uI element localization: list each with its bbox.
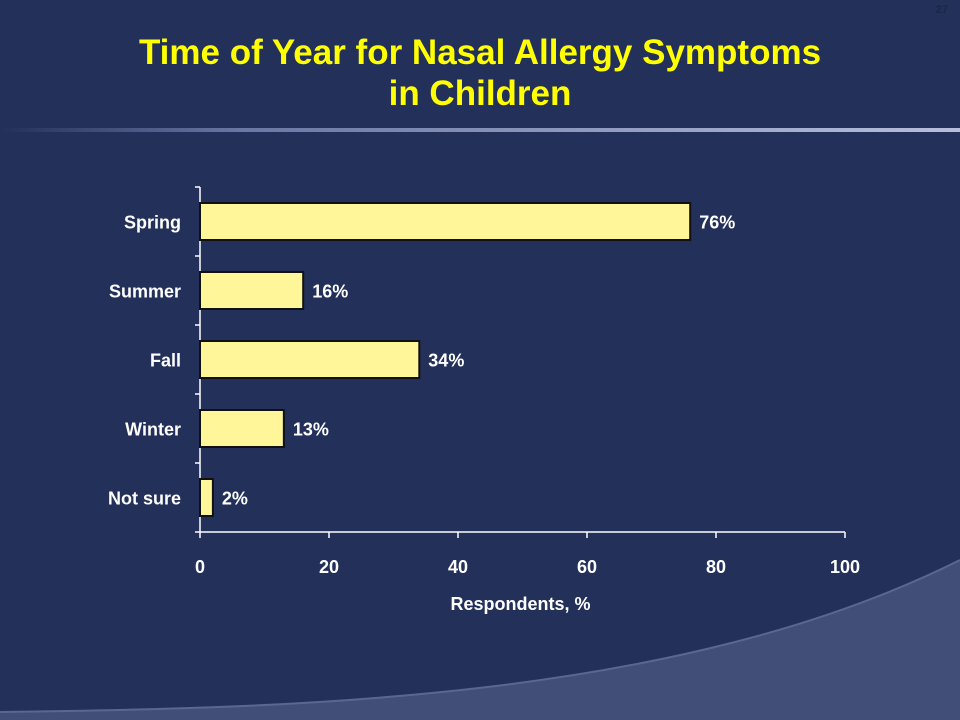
bottom-swoosh (0, 560, 960, 720)
category-label: Not sure (108, 489, 181, 509)
category-label: Fall (150, 351, 181, 371)
bar (199, 409, 285, 448)
bar (199, 202, 692, 241)
page-number: 27 (935, 4, 948, 16)
x-tick-label: 100 (830, 557, 860, 577)
category-label: Spring (124, 213, 181, 233)
category-label: Summer (109, 282, 181, 302)
x-tick-label: 0 (195, 557, 205, 577)
title-line-1: Time of Year for Nasal Allergy Symptoms (138, 33, 822, 72)
title-line-2: in Children (388, 74, 572, 113)
data-label: 13% (293, 420, 329, 440)
bar (199, 271, 305, 310)
x-tick-label: 40 (448, 557, 468, 577)
data-label: 2% (222, 489, 248, 509)
bar (199, 478, 214, 517)
bar (199, 340, 421, 379)
x-tick-label: 80 (706, 557, 726, 577)
data-label: 34% (428, 351, 464, 371)
x-tick-label: 60 (577, 557, 597, 577)
data-label: 76% (699, 213, 735, 233)
page-title: Time of Year for Nasal Allergy Symptoms … (0, 32, 960, 114)
title-divider (0, 128, 960, 132)
data-label: 16% (312, 282, 348, 302)
category-label: Winter (125, 420, 181, 440)
bottom-swoosh-highlight (0, 559, 960, 713)
x-axis-label: Respondents, % (450, 594, 590, 614)
x-tick-label: 20 (319, 557, 339, 577)
